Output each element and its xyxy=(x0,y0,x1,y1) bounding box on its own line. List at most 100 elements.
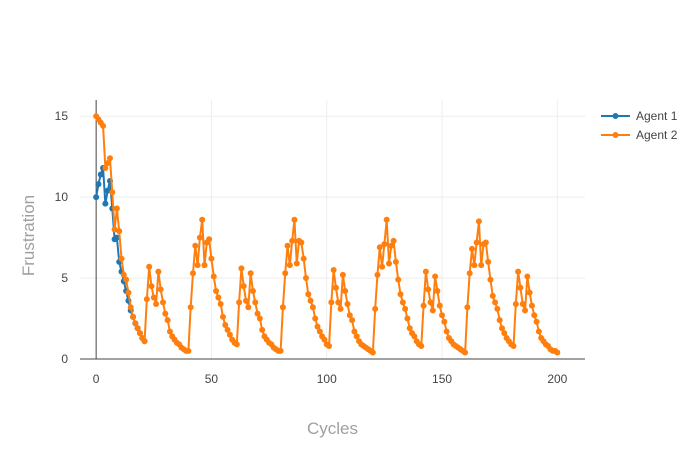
legend[interactable]: Agent 1 Agent 2 xyxy=(601,109,678,142)
data-point[interactable] xyxy=(328,299,335,306)
data-point[interactable] xyxy=(219,313,226,320)
data-point[interactable] xyxy=(427,299,434,306)
data-point[interactable] xyxy=(489,292,496,299)
data-point[interactable] xyxy=(422,268,429,275)
data-point[interactable] xyxy=(526,289,533,296)
data-point[interactable] xyxy=(512,300,519,307)
data-point[interactable] xyxy=(439,312,446,319)
data-point[interactable] xyxy=(369,349,376,356)
data-point[interactable] xyxy=(166,328,173,335)
data-point[interactable] xyxy=(411,333,418,340)
data-point[interactable] xyxy=(425,286,432,293)
data-point[interactable] xyxy=(189,270,196,277)
data-point[interactable] xyxy=(305,291,312,298)
data-point[interactable] xyxy=(106,155,113,162)
data-point[interactable] xyxy=(194,262,201,269)
data-point[interactable] xyxy=(185,347,192,354)
data-point[interactable] xyxy=(330,266,337,273)
data-point[interactable] xyxy=(153,300,160,307)
data-point[interactable] xyxy=(475,218,482,225)
data-point[interactable] xyxy=(298,239,305,246)
data-point[interactable] xyxy=(344,300,351,307)
data-point[interactable] xyxy=(279,304,286,311)
data-point[interactable] xyxy=(464,304,471,311)
data-point[interactable] xyxy=(164,317,171,324)
data-point[interactable] xyxy=(469,245,476,252)
data-point[interactable] xyxy=(130,313,137,320)
data-point[interactable] xyxy=(210,273,217,280)
data-point[interactable] xyxy=(123,276,130,283)
legend-item[interactable]: Agent 1 xyxy=(601,109,678,123)
data-point[interactable] xyxy=(397,291,404,298)
data-point[interactable] xyxy=(215,294,222,301)
data-point[interactable] xyxy=(522,307,529,314)
data-point[interactable] xyxy=(436,302,443,309)
data-point[interactable] xyxy=(93,194,100,201)
data-point[interactable] xyxy=(307,297,314,304)
data-point[interactable] xyxy=(247,270,254,277)
data-point[interactable] xyxy=(111,226,118,233)
data-point[interactable] xyxy=(494,305,501,312)
data-point[interactable] xyxy=(466,270,473,277)
data-point[interactable] xyxy=(252,299,259,306)
data-point[interactable] xyxy=(392,258,399,265)
data-point[interactable] xyxy=(196,234,203,241)
data-point[interactable] xyxy=(102,200,109,207)
data-point[interactable] xyxy=(386,260,392,267)
data-point[interactable] xyxy=(535,328,542,335)
data-point[interactable] xyxy=(155,268,162,275)
data-point[interactable] xyxy=(528,302,535,309)
data-point[interactable] xyxy=(157,286,164,293)
data-point[interactable] xyxy=(134,325,141,332)
data-point[interactable] xyxy=(104,160,111,167)
data-point[interactable] xyxy=(492,299,499,306)
data-point[interactable] xyxy=(515,268,522,275)
data-point[interactable] xyxy=(302,275,309,282)
data-point[interactable] xyxy=(240,283,247,290)
data-point[interactable] xyxy=(286,262,293,269)
data-point[interactable] xyxy=(95,181,102,188)
data-point[interactable] xyxy=(277,347,284,354)
data-point[interactable] xyxy=(434,288,441,295)
data-point[interactable] xyxy=(519,300,526,307)
data-point[interactable] xyxy=(104,187,111,194)
data-point[interactable] xyxy=(222,322,229,329)
data-point[interactable] xyxy=(383,216,390,223)
data-point[interactable] xyxy=(404,315,411,322)
data-point[interactable] xyxy=(160,299,167,306)
data-point[interactable] xyxy=(125,289,132,296)
data-point[interactable] xyxy=(335,299,342,306)
data-point[interactable] xyxy=(226,331,233,338)
data-point[interactable] xyxy=(113,205,120,212)
data-point[interactable] xyxy=(116,228,123,235)
data-point[interactable] xyxy=(432,273,439,280)
data-point[interactable] xyxy=(402,305,409,312)
data-point[interactable] xyxy=(337,305,344,312)
data-point[interactable] xyxy=(388,242,395,249)
legend-item[interactable]: Agent 2 xyxy=(601,128,678,142)
data-point[interactable] xyxy=(462,349,469,356)
data-point[interactable] xyxy=(238,265,245,272)
data-point[interactable] xyxy=(487,276,494,283)
data-point[interactable] xyxy=(309,304,316,311)
data-point[interactable] xyxy=(420,302,427,309)
data-point[interactable] xyxy=(443,328,450,335)
data-point[interactable] xyxy=(245,304,252,311)
data-point[interactable] xyxy=(213,288,220,295)
data-point[interactable] xyxy=(201,262,208,269)
data-point[interactable] xyxy=(554,349,561,356)
data-point[interactable] xyxy=(524,273,531,280)
data-point[interactable] xyxy=(390,237,397,244)
data-point[interactable] xyxy=(346,312,353,319)
data-point[interactable] xyxy=(471,262,478,269)
data-point[interactable] xyxy=(224,326,231,333)
data-point[interactable] xyxy=(236,299,243,306)
data-point[interactable] xyxy=(374,271,381,278)
data-point[interactable] xyxy=(326,343,333,350)
data-point[interactable] xyxy=(146,263,153,270)
data-point[interactable] xyxy=(291,216,298,223)
data-point[interactable] xyxy=(102,164,109,171)
data-point[interactable] xyxy=(206,236,213,243)
data-point[interactable] xyxy=(429,307,436,314)
data-point[interactable] xyxy=(399,299,406,306)
